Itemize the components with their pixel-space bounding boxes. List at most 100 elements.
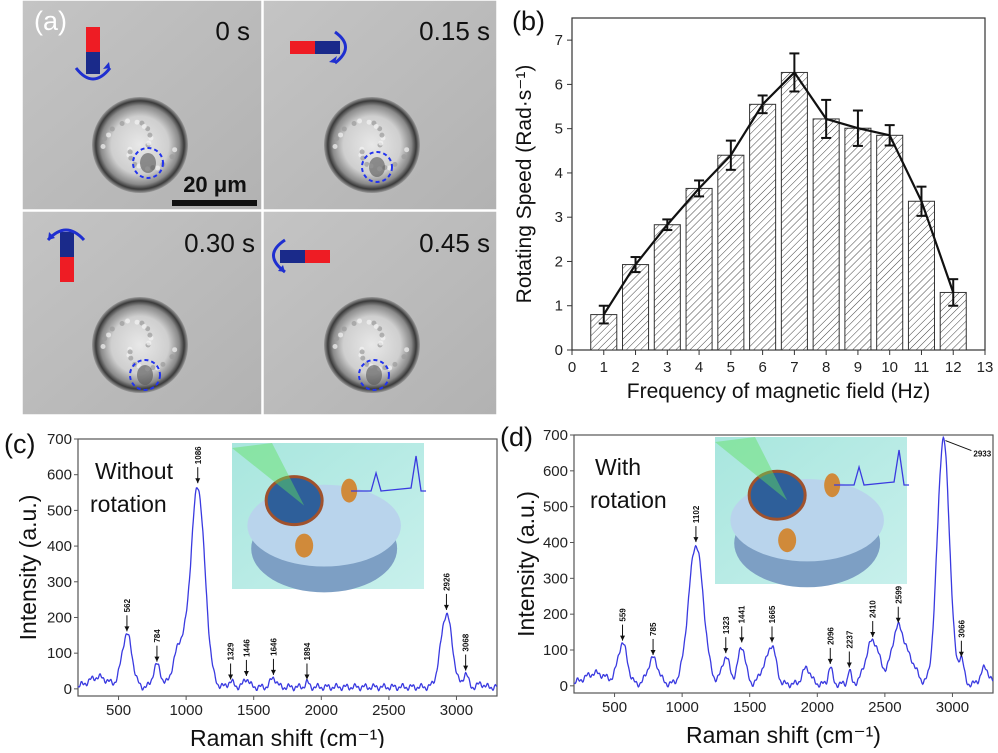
peak-annotation: 1665 — [768, 605, 777, 643]
mitochondrion — [778, 528, 797, 553]
cell-granule — [373, 123, 379, 129]
cell-granule — [128, 355, 134, 361]
magnet-icon — [272, 238, 330, 274]
x-tick-label: 3000 — [936, 699, 969, 716]
bar — [812, 118, 840, 351]
cell-granule — [357, 118, 363, 124]
panel-label: (c) — [4, 429, 35, 459]
cell-granule — [146, 340, 152, 346]
x-tick-label: 1000 — [665, 699, 698, 716]
x-tick-label: 0 — [568, 359, 576, 376]
error-bar — [789, 52, 800, 93]
mitochondrion — [824, 473, 841, 498]
error-bar — [757, 94, 768, 115]
error-bar — [725, 139, 736, 171]
y-tick-label: 2 — [555, 253, 563, 270]
peak-annotation: 2096 — [826, 627, 835, 664]
panel-d-raman-spectrum: 500 1000 1500 2000 2500 3000 0 100 200 300 400 500 6… — [500, 422, 994, 748]
peak-arrow — [945, 440, 972, 452]
cell-granule — [100, 144, 106, 150]
panel-a-label: (a) — [34, 6, 67, 36]
trend-line — [602, 70, 955, 316]
peak-annotation: 1102 — [692, 505, 701, 543]
peak-annotation: 2599 — [894, 585, 903, 623]
peak-label: 1446 — [242, 639, 251, 657]
peak-annotation: 2237 — [845, 630, 854, 668]
error-bar — [884, 124, 895, 147]
cell-granule — [351, 120, 357, 126]
cell-granule — [128, 155, 134, 161]
cell-granule — [119, 320, 125, 326]
cell-granule — [404, 347, 410, 353]
microscopy-frame: 0 s — [21, 0, 263, 211]
cell-granule — [119, 120, 125, 126]
y-tick-label: 300 — [47, 574, 72, 591]
cell-granule — [102, 336, 108, 342]
cell-granule — [146, 140, 152, 146]
error-bar — [948, 278, 959, 307]
cell — [324, 97, 420, 193]
y-tick-label: 700 — [47, 431, 72, 448]
y-tick-label: 0 — [64, 681, 72, 698]
peak-label: 2096 — [826, 627, 835, 645]
bar — [749, 103, 777, 351]
arrow-head-icon — [827, 658, 833, 664]
tracking-circle — [361, 151, 393, 183]
cell-granule — [338, 132, 344, 138]
microscopy-frame: 0.45 s — [262, 210, 498, 416]
cell-granule — [125, 318, 131, 324]
peak-label: 3066 — [957, 619, 966, 637]
y-axis-label: Intensity (a.u.) — [15, 495, 41, 641]
error-bar — [821, 98, 832, 139]
cell — [92, 297, 188, 393]
cell-granule — [359, 349, 365, 355]
cell-granule — [341, 326, 347, 332]
arrow-head-icon — [463, 665, 469, 671]
peak-annotation: 1446 — [242, 639, 251, 676]
arrow-head-icon — [650, 649, 656, 655]
x-tick-label: 12 — [945, 359, 962, 376]
cell-granule — [106, 332, 112, 338]
x-tick-label: 3 — [663, 359, 671, 376]
y-tick-label: 400 — [47, 538, 72, 555]
peak-label: 562 — [123, 598, 132, 612]
bar — [780, 71, 808, 351]
cell-granule — [378, 340, 384, 346]
inset-spectrum — [834, 449, 910, 486]
condition-label: Without — [95, 458, 174, 484]
peak-label: 785 — [649, 622, 658, 636]
cell-granule — [392, 161, 398, 167]
arrow-head-icon — [693, 537, 699, 543]
x-tick-label: 10 — [881, 359, 898, 376]
cell-illustration-inset — [715, 437, 910, 588]
cell-illustration-inset — [232, 443, 427, 593]
microscopy-frame: 0.30 s — [21, 210, 263, 416]
cell-granule — [147, 332, 153, 338]
cell-granule — [127, 349, 133, 355]
peak-label: 1665 — [768, 605, 777, 623]
peak-label: 1646 — [269, 638, 278, 656]
frame-time: 0.15 s — [419, 16, 490, 46]
tracking-circle — [132, 147, 164, 179]
y-tick-label: 300 — [543, 570, 568, 587]
error-bar — [694, 179, 705, 198]
x-tick-label: 5 — [727, 359, 735, 376]
scale-bar — [172, 200, 257, 206]
peak-annotation: 1646 — [269, 638, 278, 675]
cell-granule — [351, 320, 357, 326]
x-tick-label: 8 — [822, 359, 830, 376]
peak-label: 1329 — [227, 642, 236, 660]
cell-granule — [360, 155, 366, 161]
panel-c-raman-spectrum: 500 1000 1500 2000 2500 3000 0 100 200 300 400 500 6… — [4, 429, 498, 751]
peak-label: 1086 — [194, 446, 203, 464]
peak-annotation: 559 — [619, 608, 628, 641]
cell-granule — [334, 136, 340, 142]
peak-annotation: 1086 — [194, 446, 203, 484]
x-tick-label: 500 — [106, 702, 131, 719]
peak-annotation: 1441 — [738, 605, 747, 643]
arrow-head-icon — [124, 626, 130, 632]
x-tick-label: 1500 — [237, 702, 270, 719]
cell-granule — [155, 165, 161, 171]
panel-a-microscopy: 0 s 0.15 s 0.30 s 0.45 s (a) 20 μm — [21, 0, 498, 416]
